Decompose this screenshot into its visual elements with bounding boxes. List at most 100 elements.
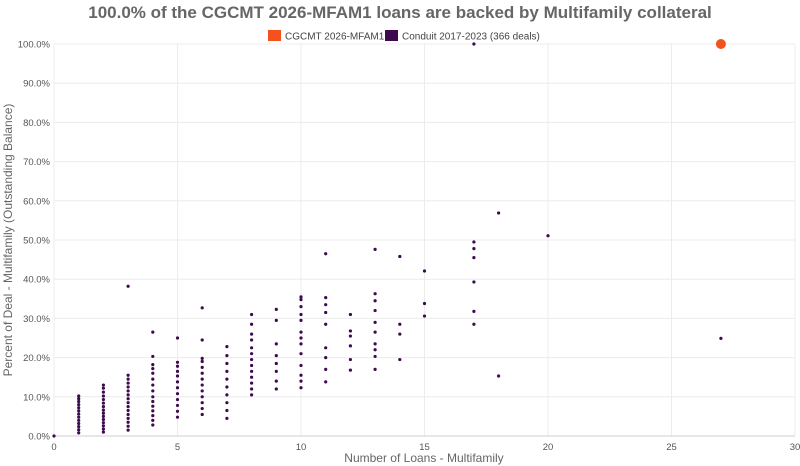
conduit-point[interactable] xyxy=(151,418,155,422)
conduit-point[interactable] xyxy=(101,394,105,398)
conduit-point[interactable] xyxy=(299,305,303,309)
conduit-point[interactable] xyxy=(373,348,377,352)
conduit-point[interactable] xyxy=(348,368,352,372)
conduit-point[interactable] xyxy=(348,357,352,362)
conduit-point[interactable] xyxy=(175,360,180,364)
conduit-point[interactable] xyxy=(250,393,254,397)
conduit-point[interactable] xyxy=(126,412,130,417)
conduit-point[interactable] xyxy=(497,374,501,378)
conduit-point[interactable] xyxy=(373,299,377,303)
conduit-point[interactable] xyxy=(299,386,303,390)
conduit-point[interactable] xyxy=(422,301,427,306)
conduit-point[interactable] xyxy=(472,322,476,326)
conduit-point[interactable] xyxy=(175,369,180,373)
conduit-point[interactable] xyxy=(274,318,278,322)
conduit-point[interactable] xyxy=(175,397,180,402)
conduit-point[interactable] xyxy=(126,393,130,397)
conduit-point[interactable] xyxy=(497,211,501,215)
conduit-point[interactable] xyxy=(151,366,155,371)
conduit-point[interactable] xyxy=(299,379,303,383)
conduit-point[interactable] xyxy=(225,354,229,358)
conduit-point[interactable] xyxy=(200,359,204,364)
conduit-point[interactable] xyxy=(299,336,303,340)
conduit-point[interactable] xyxy=(348,329,352,333)
conduit-point[interactable] xyxy=(101,408,105,412)
conduit-point[interactable] xyxy=(77,403,81,407)
conduit-point[interactable] xyxy=(373,247,377,252)
conduit-point[interactable] xyxy=(175,380,180,384)
conduit-point[interactable] xyxy=(126,408,130,413)
conduit-point[interactable] xyxy=(225,416,229,420)
conduit-point[interactable] xyxy=(299,352,303,356)
conduit-point[interactable] xyxy=(126,284,130,288)
conduit-point[interactable] xyxy=(175,374,180,378)
conduit-point[interactable] xyxy=(472,247,476,251)
conduit-point[interactable] xyxy=(77,399,81,404)
conduit-point[interactable] xyxy=(175,403,180,408)
conduit-point[interactable] xyxy=(151,377,155,381)
conduit-point[interactable] xyxy=(77,394,81,398)
conduit-point[interactable] xyxy=(101,401,105,405)
conduit-point[interactable] xyxy=(225,393,229,397)
conduit-point[interactable] xyxy=(274,387,278,391)
conduit-point[interactable] xyxy=(398,332,402,336)
conduit-point[interactable] xyxy=(225,385,229,389)
conduit-point[interactable] xyxy=(225,377,229,381)
conduit-point[interactable] xyxy=(324,252,328,256)
conduit-point[interactable] xyxy=(250,312,254,317)
conduit-point[interactable] xyxy=(101,411,105,415)
conduit-point[interactable] xyxy=(398,322,402,326)
conduit-point[interactable] xyxy=(299,318,303,322)
conduit-point[interactable] xyxy=(101,386,105,390)
conduit-point[interactable] xyxy=(151,354,155,359)
conduit-point[interactable] xyxy=(348,312,352,317)
conduit-point[interactable] xyxy=(299,295,303,299)
conduit-point[interactable] xyxy=(324,310,328,315)
conduit-point[interactable] xyxy=(274,354,278,358)
conduit-point[interactable] xyxy=(175,386,180,390)
conduit-point[interactable] xyxy=(77,412,81,416)
conduit-point[interactable] xyxy=(126,389,130,393)
conduit-point[interactable] xyxy=(200,338,204,342)
conduit-point[interactable] xyxy=(175,392,180,396)
conduit-point[interactable] xyxy=(324,296,328,300)
conduit-point[interactable] xyxy=(126,381,130,385)
conduit-point[interactable] xyxy=(101,424,105,428)
conduit-point[interactable] xyxy=(250,352,254,356)
conduit-point[interactable] xyxy=(101,421,105,425)
conduit-point[interactable] xyxy=(225,361,229,366)
conduit-point[interactable] xyxy=(546,234,550,238)
conduit-point[interactable] xyxy=(175,415,180,419)
cgcmt-point[interactable] xyxy=(715,39,726,49)
conduit-point[interactable] xyxy=(299,363,303,368)
conduit-point[interactable] xyxy=(274,361,278,366)
conduit-point[interactable] xyxy=(151,383,155,387)
conduit-point[interactable] xyxy=(250,375,254,379)
conduit-point[interactable] xyxy=(472,280,476,284)
conduit-point[interactable] xyxy=(101,414,105,418)
conduit-point[interactable] xyxy=(422,269,427,273)
conduit-point[interactable] xyxy=(299,312,303,317)
conduit-point[interactable] xyxy=(126,385,130,389)
conduit-point[interactable] xyxy=(472,42,476,46)
conduit-point[interactable] xyxy=(299,297,303,302)
conduit-point[interactable] xyxy=(126,401,130,405)
conduit-point[interactable] xyxy=(274,379,278,383)
conduit-point[interactable] xyxy=(373,292,377,296)
conduit-point[interactable] xyxy=(274,369,278,373)
conduit-point[interactable] xyxy=(77,421,81,426)
conduit-point[interactable] xyxy=(422,314,427,318)
conduit-point[interactable] xyxy=(373,342,377,346)
conduit-point[interactable] xyxy=(324,380,328,384)
conduit-point[interactable] xyxy=(151,414,155,418)
conduit-point[interactable] xyxy=(175,364,180,368)
conduit-point[interactable] xyxy=(52,434,56,438)
conduit-point[interactable] xyxy=(175,336,180,340)
conduit-point[interactable] xyxy=(250,357,254,362)
conduit-point[interactable] xyxy=(225,408,229,413)
conduit-point[interactable] xyxy=(101,417,105,422)
conduit-point[interactable] xyxy=(373,308,377,313)
conduit-point[interactable] xyxy=(250,322,254,326)
conduit-point[interactable] xyxy=(472,240,476,244)
conduit-point[interactable] xyxy=(200,406,204,411)
